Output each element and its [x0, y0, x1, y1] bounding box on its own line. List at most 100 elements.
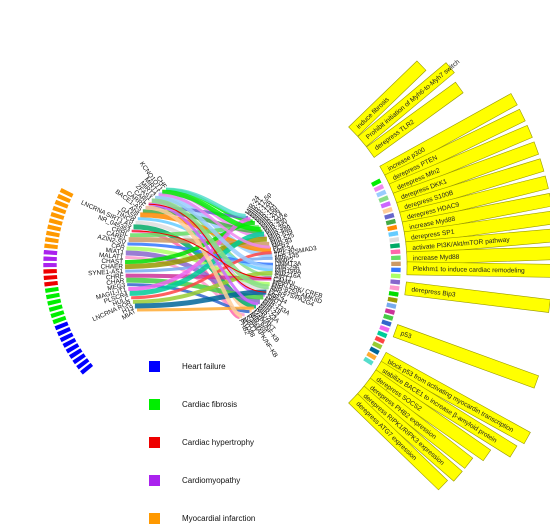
lncrna-ring-cell	[75, 357, 91, 371]
lncrna-ring-cell	[64, 342, 81, 355]
target-ring-cell	[381, 206, 394, 215]
annotation-box: p53	[392, 324, 539, 389]
legend-label: Cardiac hypertrophy	[182, 438, 254, 447]
annotation-box-bg	[403, 210, 550, 246]
target-label: PCR2	[272, 242, 291, 253]
target-ring-cell	[375, 189, 388, 199]
lncrna-ring-cell	[49, 309, 66, 319]
lncrna-ring-cell	[45, 292, 61, 301]
lncrna-label: CHRF	[106, 273, 125, 282]
annotation-box-bg	[366, 81, 464, 158]
target-ring-cell	[389, 278, 401, 286]
link-ribbon	[151, 198, 269, 290]
target-ring-cell	[372, 183, 385, 193]
lncrna-ring-cell	[61, 337, 78, 349]
target-ring-cell	[373, 335, 386, 345]
links-layer	[125, 187, 274, 320]
lncrna-ring-cell	[58, 187, 75, 199]
target-label: MMP2	[275, 257, 294, 265]
target-ring-cell	[376, 329, 389, 339]
target-ring-cell	[389, 242, 401, 249]
lncrna-ring-cell	[42, 268, 58, 275]
lncrna-ring-cell	[46, 223, 62, 233]
lncrna-ring-cell	[43, 280, 59, 288]
link-ribbon	[131, 251, 272, 300]
target-label: MIR-34	[273, 245, 295, 256]
link-ribbon	[155, 195, 274, 270]
lncrna-ring-cell	[53, 320, 70, 332]
target-ring-cell	[382, 313, 395, 322]
annotation-box-bg	[379, 351, 531, 445]
target-ring-cell	[371, 340, 384, 351]
link-ribbon	[131, 230, 272, 280]
lncrna-ring-cell	[43, 249, 58, 256]
target-ring-cell	[390, 248, 401, 255]
target-ring-cell	[385, 218, 397, 226]
target-ring-cell	[387, 230, 399, 238]
target-ring-cell	[390, 273, 402, 279]
lncrna-ring-cell	[56, 193, 72, 204]
target-ring-cell	[383, 212, 396, 221]
target-ring-cell	[390, 254, 402, 261]
lncrna-ring-cell	[47, 217, 64, 227]
lncrna-label: CPR	[111, 242, 126, 251]
legend-swatch	[149, 437, 160, 448]
target-ring-cell	[386, 224, 398, 232]
annotation-box-bg	[361, 377, 474, 469]
annotation-box-bg	[392, 324, 539, 389]
target-ring-cell	[388, 236, 400, 244]
lncrna-label: CHAST	[101, 258, 123, 266]
target-ring-cell	[379, 200, 392, 210]
annotation-box-bg	[379, 93, 518, 179]
lncrna-label: H19	[121, 304, 135, 316]
lncrna-ring-cell	[58, 331, 75, 343]
annotation-box-bg	[406, 246, 550, 266]
lncrna-ring-cell	[56, 326, 72, 338]
link-ribbon	[132, 270, 273, 304]
lncrna-ring-cell	[42, 255, 58, 262]
lncrna-ring-cell	[53, 199, 70, 210]
lncrna-ring-cell	[44, 286, 60, 294]
target-ring-cell	[388, 284, 401, 292]
annotation-box-bg	[373, 360, 518, 458]
lncrna-ring-cell	[44, 236, 60, 244]
annotation-box-bg	[396, 158, 545, 216]
annotation-box: Plekhm1 to induce cardiac remodeling	[406, 261, 550, 278]
annotation-box-bg	[355, 385, 463, 482]
annotation-box-bg	[368, 369, 492, 462]
target-ring-cell	[368, 345, 381, 356]
annotation-box: increase Myd88	[406, 246, 550, 266]
target-label: MIR-296	[275, 264, 300, 272]
lncrna-label: SYNE1-AS1	[88, 268, 124, 277]
annotation-text: Plekhm1 to induce cardiac remodeling	[413, 266, 525, 275]
target-label: MIR216A	[274, 270, 302, 281]
annotation-box-bg	[405, 228, 550, 256]
legend-label: Cardiomyopathy	[182, 476, 240, 485]
lncrna-ring-cell	[71, 352, 87, 366]
annotation-box-bg	[357, 62, 455, 147]
target-ring-cell	[386, 296, 399, 304]
annotation-box-bg	[392, 141, 539, 206]
lncrna-label: CHAER	[101, 263, 124, 270]
link-ribbon	[148, 202, 259, 306]
target-label: DNMT3A	[275, 260, 302, 267]
target-ring-cell	[385, 301, 398, 310]
lncrna-label: MALAT1	[99, 252, 124, 261]
link-ribbon	[165, 187, 246, 218]
target-ring-cell	[365, 351, 378, 361]
link-ribbon	[128, 217, 251, 292]
link-ribbon	[162, 189, 261, 232]
lncrna-ring-cell	[42, 262, 58, 268]
target-label: SIRT1	[273, 273, 292, 283]
annotation-box-bg	[401, 193, 550, 236]
link-ribbon	[158, 193, 271, 249]
legend: Heart failure Cardiac fibrosis Cardiac hyp…	[149, 361, 255, 524]
target-ring-cell	[390, 261, 402, 267]
link-ribbon	[134, 289, 267, 309]
annotation-text: p53	[400, 330, 413, 340]
target-ring	[362, 177, 402, 367]
lncrna-ring-cell	[79, 362, 94, 376]
annotation-box: activate PI3K/Akt/mTOR pathway	[405, 228, 550, 256]
lncrna-label: CHAR	[106, 277, 125, 287]
